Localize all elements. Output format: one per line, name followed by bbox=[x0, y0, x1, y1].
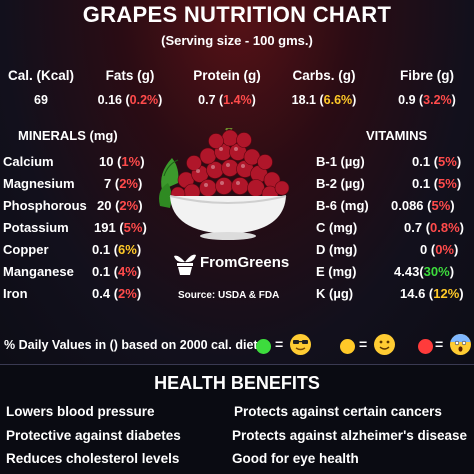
vitamin-row-b2: B-2 (µg) 0.1 (5%) bbox=[316, 176, 462, 191]
macro-label-fibre: Fibre (g) bbox=[400, 68, 454, 83]
vitamin-row-c: C (mg) 0.7 (0.8%) bbox=[316, 220, 465, 235]
macro-label-fats: Fats (g) bbox=[105, 68, 155, 83]
shocked-face-icon bbox=[450, 334, 471, 355]
brand-logo: FromGreens bbox=[172, 250, 292, 280]
brand-name: FromGreens bbox=[200, 254, 290, 271]
macro-value-fats: 0.16 (0.2%) bbox=[97, 93, 163, 107]
mineral-row-copper: Copper 0.1 (6%) bbox=[3, 242, 142, 257]
cool-face-icon bbox=[290, 334, 311, 355]
benefit-item: Protective against diabetes bbox=[6, 428, 181, 443]
smile-face-icon bbox=[374, 334, 395, 355]
grape-bowl-image bbox=[159, 128, 290, 240]
serving-size: (Serving size - 100 gms.) bbox=[161, 33, 313, 48]
equals-sign: = bbox=[435, 336, 444, 352]
benefit-item: Reduces cholesterol levels bbox=[6, 451, 180, 466]
vitamin-row-b6: B-6 (mg) 0.086 (5%) bbox=[316, 198, 455, 213]
red-dot-icon bbox=[418, 339, 433, 354]
leaf-pot-icon bbox=[174, 254, 196, 275]
vitamins-heading: VITAMINS bbox=[366, 128, 428, 143]
vitamin-row-e: E (mg) 4.43(30%) bbox=[316, 264, 455, 279]
yellow-dot-icon bbox=[340, 339, 355, 354]
health-panel bbox=[0, 365, 474, 474]
mineral-row-potassium: Potassium 191 (5%) bbox=[3, 220, 147, 235]
benefit-item: Protects against certain cancers bbox=[234, 404, 442, 419]
green-dot-icon bbox=[256, 339, 271, 354]
macro-label-protein: Protein (g) bbox=[193, 68, 261, 83]
equals-sign: = bbox=[275, 336, 284, 352]
mineral-row-iron: Iron 0.4 (2%) bbox=[3, 286, 142, 301]
benefit-item: Lowers blood pressure bbox=[6, 404, 155, 419]
source-note: Source: USDA & FDA bbox=[178, 290, 280, 301]
health-benefits-heading: HEALTH BENEFITS bbox=[154, 373, 320, 393]
minerals-heading: MINERALS (mg) bbox=[18, 128, 118, 143]
macro-value-fibre: 0.9 (3.2%) bbox=[398, 93, 456, 107]
divider bbox=[0, 364, 474, 365]
macro-value-carbs: 18.1 (6.6%) bbox=[291, 93, 357, 107]
equals-sign: = bbox=[359, 336, 368, 352]
macro-label-carbs: Carbs. (g) bbox=[292, 68, 356, 83]
vitamin-row-k: K (µg) 14.6 (12%) bbox=[316, 286, 464, 301]
macro-label-calories: Cal. (Kcal) bbox=[7, 68, 75, 83]
mineral-row-phosphorous: Phosphorous 20 (2%) bbox=[3, 198, 143, 213]
vitamin-row-d: D (mg) 0 (0%) bbox=[316, 242, 459, 257]
benefit-item: Protects against alzheimer's disease bbox=[232, 428, 468, 443]
mineral-row-calcium: Calcium 10 (1%) bbox=[3, 154, 145, 169]
vitamin-row-b1: B-1 (µg) 0.1 (5%) bbox=[316, 154, 462, 169]
macro-value-protein: 0.7 (1.4%) bbox=[198, 93, 256, 107]
mineral-row-manganese: Manganese 0.1 (4%) bbox=[3, 264, 142, 279]
mineral-row-magnesium: Magnesium 7 (2%) bbox=[3, 176, 143, 191]
daily-value-note: % Daily Values in () based on 2000 cal. … bbox=[4, 338, 258, 352]
page-title: GRAPES NUTRITION CHART bbox=[82, 2, 392, 27]
benefit-item: Good for eye health bbox=[232, 451, 359, 466]
macro-value-calories: 69 bbox=[34, 93, 48, 107]
